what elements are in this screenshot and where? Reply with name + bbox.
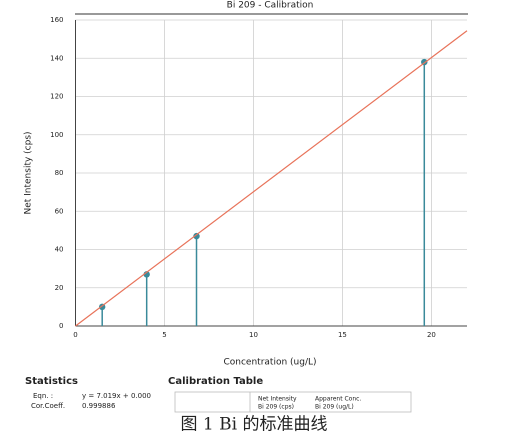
x-tick-label: 0: [73, 331, 77, 339]
y-tick-label: 80: [55, 169, 64, 177]
y-tick-label: 40: [55, 246, 64, 254]
y-tick-label: 120: [50, 93, 63, 101]
table-header: Net Intensity: [258, 396, 297, 403]
stats-label: Eqn. :: [33, 392, 53, 400]
table-box: [174, 391, 412, 413]
table-heading: Calibration Table: [168, 376, 263, 387]
stats-value: y = 7.019x + 0.000: [82, 392, 151, 400]
point: [143, 271, 150, 278]
point: [193, 232, 200, 240]
fit-line: [75, 30, 468, 327]
x-tick-label: 10: [249, 331, 258, 339]
y-tick-label: 0: [59, 322, 63, 330]
x-tick-label: 5: [162, 331, 166, 339]
y-tick-label: 20: [55, 284, 64, 292]
stats-value: 0.999886: [82, 402, 116, 410]
y-tick-label: 60: [55, 207, 64, 215]
chart-title: Bi 209 - Calibration: [227, 1, 314, 11]
stats-heading: Statistics: [25, 376, 78, 387]
table-header: Apparent Conc.: [315, 396, 361, 403]
table-header: Bi 209 (cps): [258, 404, 294, 411]
x-tick-label: 15: [338, 331, 347, 339]
y-tick-label: 100: [50, 131, 63, 139]
y-axis-label: Net Intensity (cps): [24, 131, 34, 214]
y-tick-label: 140: [50, 54, 63, 62]
caption: 图 1 Bi 的标准曲线: [181, 415, 328, 435]
stats-label: Cor.Coeff.: [31, 402, 65, 410]
x-axis-label: Concentration (ug/L): [223, 358, 316, 368]
x-tick-label: 20: [427, 331, 436, 339]
table-header: Bi 209 (ug/L): [315, 404, 354, 411]
y-tick-label: 160: [50, 16, 63, 24]
